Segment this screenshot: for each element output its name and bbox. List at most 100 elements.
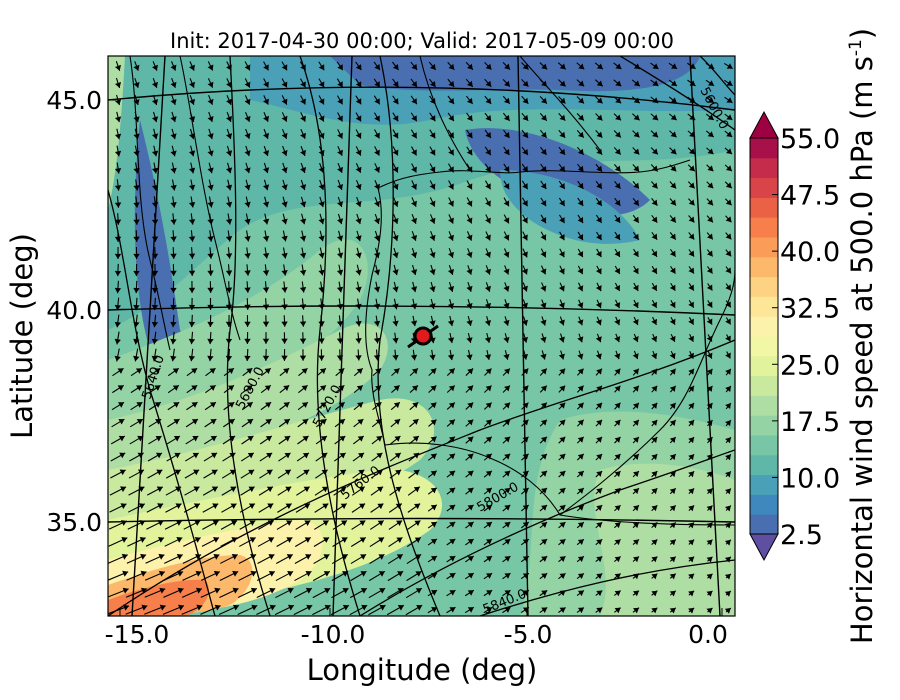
wind-arrow-head xyxy=(269,587,276,594)
wind-arrow-head xyxy=(322,503,329,510)
wind-arrow-head xyxy=(303,486,310,493)
wind-arrow-head xyxy=(411,234,418,241)
wind-arrow-head xyxy=(466,115,473,122)
wind-arrow-head xyxy=(117,368,124,374)
wind-arrow-head xyxy=(558,285,565,292)
wind-arrow-head xyxy=(319,368,326,375)
wind-arrow-head xyxy=(688,182,695,189)
wind-arrow-head xyxy=(706,522,713,529)
wind-arrow-head xyxy=(559,539,566,545)
wind-arrow-head xyxy=(122,570,129,577)
wind-arrow-head xyxy=(193,486,200,493)
wind-arrow-head xyxy=(669,556,676,563)
wind-arrow-head xyxy=(596,199,602,206)
wind-arrow-head xyxy=(652,97,659,104)
wind-arrow-head xyxy=(138,503,145,509)
wind-arrow-head xyxy=(191,368,198,374)
wind-arrow-head xyxy=(448,419,455,426)
wind-arrow-head xyxy=(415,571,422,577)
colorbar-band xyxy=(750,375,778,396)
wind-arrow-head xyxy=(633,250,639,257)
wind-arrow-head xyxy=(596,522,603,529)
colorbar-tick-label: 2.5 xyxy=(780,520,823,551)
wind-arrow-head xyxy=(577,607,584,614)
wind-arrow-head xyxy=(633,131,640,138)
wind-arrow-head xyxy=(151,236,159,242)
wind-arrow-head xyxy=(395,486,402,493)
wind-arrow-head xyxy=(361,604,368,611)
wind-arrow-head xyxy=(669,437,676,444)
wind-arrow-head xyxy=(485,149,491,156)
wind-arrow-head xyxy=(302,419,309,425)
wind-arrow-head xyxy=(485,166,491,173)
wind-arrow-head xyxy=(151,219,159,225)
wind-arrow-head xyxy=(319,385,326,392)
wind-arrow-head xyxy=(393,385,400,392)
wind-arrow-head xyxy=(449,453,456,460)
wind-arrow-head xyxy=(300,98,306,105)
wind-arrow-head xyxy=(188,236,196,242)
wind-arrow-head xyxy=(688,216,695,223)
wind-arrow-head xyxy=(614,353,621,360)
wind-arrow-head xyxy=(152,64,158,71)
wind-arrow-head xyxy=(226,81,232,88)
wind-arrow-head xyxy=(336,235,344,242)
wind-arrow-head xyxy=(521,353,529,360)
wind-arrow-head xyxy=(136,402,143,408)
wind-arrow-head xyxy=(596,573,603,580)
wind-arrow-head xyxy=(503,234,510,241)
wind-arrow-head xyxy=(504,419,511,426)
wind-arrow-head xyxy=(392,303,399,310)
wind-arrow-head xyxy=(577,419,584,426)
wind-arrow-head xyxy=(596,251,602,258)
wind-arrow-head xyxy=(522,402,529,409)
wind-arrow-head xyxy=(633,114,640,121)
wind-arrow-head xyxy=(578,63,585,70)
wind-arrow-head xyxy=(356,368,363,375)
wind-arrow-head xyxy=(262,287,270,293)
wind-arrow-head xyxy=(633,539,639,546)
colorbar-label: Horizontal wind speed at 500.0 hPa (m s-… xyxy=(845,28,879,644)
wind-arrow-head xyxy=(412,402,419,409)
wind-arrow-head xyxy=(318,252,325,259)
graticule xyxy=(108,56,735,616)
wind-arrow-head xyxy=(522,97,529,104)
plot-area: 5600.0 5640.0 5680.0 5720.0 5760.0 5800.… xyxy=(108,56,735,616)
wind-arrow-head xyxy=(133,270,140,277)
wind-arrow-head xyxy=(374,149,380,156)
wind-arrow-head xyxy=(725,284,731,291)
wind-arrow-head xyxy=(151,270,159,277)
wind-arrow-head xyxy=(725,216,732,223)
wind-arrow-head xyxy=(360,588,367,594)
wind-arrow-head xyxy=(522,217,528,224)
wind-arrow-head xyxy=(170,287,177,294)
wind-arrow-head xyxy=(725,301,731,308)
wind-arrow-head xyxy=(633,216,639,223)
wind-arrow-head xyxy=(250,570,257,577)
wind-arrow-head xyxy=(114,167,122,174)
wind-arrow-head xyxy=(247,452,254,459)
wind-arrow-head xyxy=(651,199,658,206)
wind-arrow-head xyxy=(503,131,510,138)
wind-arrow-head xyxy=(449,470,456,477)
wind-arrow-head xyxy=(577,453,584,460)
wind-arrow-head xyxy=(263,132,270,139)
wind-arrow-head xyxy=(244,355,251,361)
wind-arrow-head xyxy=(410,303,418,310)
wind-arrow-head xyxy=(318,338,325,344)
wind-arrow-head xyxy=(225,201,233,208)
wind-arrow-head xyxy=(323,571,330,577)
wind-arrow-head xyxy=(263,81,269,88)
wind-arrow-head xyxy=(669,471,676,478)
wind-arrow-head xyxy=(207,150,214,157)
wind-arrow-head xyxy=(303,469,310,476)
wind-arrow-head xyxy=(336,338,344,344)
wind-arrow-head xyxy=(466,251,473,258)
wind-arrow-head xyxy=(429,166,436,173)
wind-arrow-head xyxy=(264,368,271,374)
wind-arrow-head xyxy=(133,355,140,362)
wind-arrow-head xyxy=(397,605,404,611)
wind-arrow-head xyxy=(559,114,566,121)
wind-arrow-head xyxy=(188,184,196,191)
wind-arrow-head xyxy=(281,115,288,122)
